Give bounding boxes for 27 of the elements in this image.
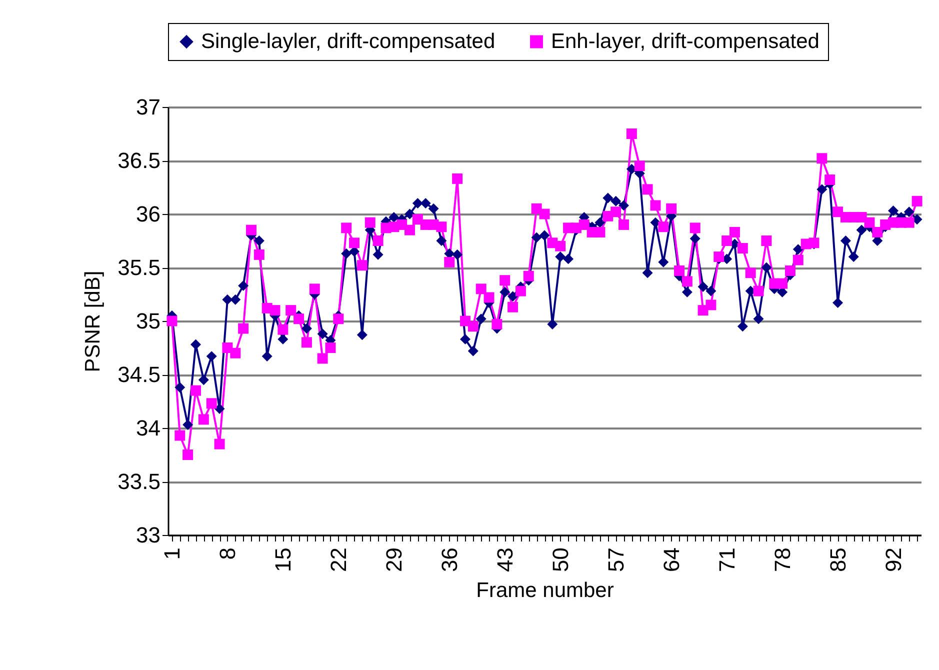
y-tick-label: 34.5 [118, 362, 160, 387]
x-tick-label: 57 [603, 548, 628, 572]
y-axis-title: PSNR [dB] [82, 270, 105, 372]
legend-label: Enh-layer, drift-compensated [551, 30, 820, 53]
x-tick-label: 92 [880, 548, 906, 572]
y-tick-label: 33 [136, 522, 160, 548]
x-tick-label: 29 [381, 548, 406, 572]
y-tick-label: 35.5 [118, 255, 160, 280]
y-tick-label: 34 [136, 416, 160, 440]
x-tick-label: 43 [492, 548, 518, 572]
x-tick-label: 1 [159, 548, 184, 560]
x-tick-label: 22 [326, 548, 351, 572]
y-tick-label: 33.5 [118, 469, 160, 494]
x-tick-label: 36 [436, 548, 462, 572]
y-tick-label: 37 [136, 94, 160, 120]
x-tick-label: 85 [825, 548, 850, 572]
legend-label: Single-layler, drift-compensated [201, 30, 496, 53]
x-tick-label: 8 [214, 548, 240, 560]
x-tick-label: 71 [714, 548, 740, 572]
y-tick-label: 36 [136, 202, 160, 226]
x-tick-label: 64 [658, 548, 684, 572]
y-tick-label: 35 [136, 308, 160, 334]
x-tick-label: 50 [548, 548, 573, 572]
y-tick-label: 36.5 [118, 148, 160, 173]
x-axis-title: Frame number [476, 578, 614, 602]
x-tick-label: 78 [770, 548, 795, 572]
x-tick-label: 15 [270, 548, 296, 572]
